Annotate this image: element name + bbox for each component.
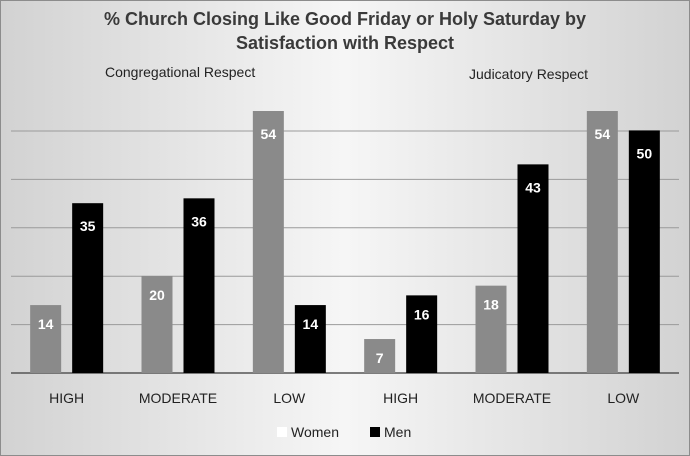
legend: Women Men: [277, 424, 411, 440]
bar-men: [517, 164, 549, 373]
bar-women: [141, 275, 173, 373]
category-label: LOW: [273, 390, 306, 406]
bar-labels: 14 35 20 36 54 14 7 16 18 43 54 50: [38, 126, 652, 366]
bar-value-label: 54: [595, 126, 611, 142]
bar-value-label: 14: [38, 316, 54, 332]
legend-swatch-men: [370, 427, 380, 437]
chart-title-line-2: Satisfaction with Respect: [236, 33, 454, 53]
bar-value-label: 50: [637, 145, 653, 161]
bar-value-label: 54: [261, 126, 277, 142]
bar-men: [183, 198, 215, 373]
bar-women: [475, 285, 507, 373]
category-labels: HIGH MODERATE LOW HIGH MODERATE LOW: [49, 390, 640, 406]
category-label: LOW: [607, 390, 640, 406]
bar-value-label: 43: [525, 179, 541, 195]
bar-value-label: 7: [376, 350, 384, 366]
category-label: MODERATE: [473, 390, 551, 406]
chart-title-line-1: % Church Closing Like Good Friday or Hol…: [104, 9, 586, 29]
bar-value-label: 16: [414, 306, 430, 322]
bar-women: [364, 339, 396, 373]
bar-value-label: 18: [483, 297, 499, 313]
bar-value-label: 35: [80, 218, 96, 234]
category-label: MODERATE: [139, 390, 217, 406]
bar-women: [586, 111, 618, 373]
category-label: HIGH: [383, 390, 418, 406]
gridlines: [11, 130, 679, 374]
bar-men: [294, 305, 326, 373]
bar-women: [30, 305, 62, 373]
bar-men: [72, 203, 104, 373]
legend-label-women: Women: [291, 424, 339, 440]
bars: [30, 111, 660, 373]
group-label-congregational: Congregational Respect: [105, 64, 255, 80]
legend-label-men: Men: [384, 424, 411, 440]
bar-value-label: 14: [303, 316, 319, 332]
bar-men: [628, 130, 660, 373]
bar-men: [406, 295, 438, 373]
group-label-judicatory: Judicatory Respect: [469, 66, 588, 82]
legend-swatch-women: [277, 427, 287, 437]
bar-value-label: 20: [149, 287, 165, 303]
category-label: HIGH: [49, 390, 84, 406]
bar-women: [252, 111, 284, 373]
bar-value-label: 36: [191, 213, 207, 229]
